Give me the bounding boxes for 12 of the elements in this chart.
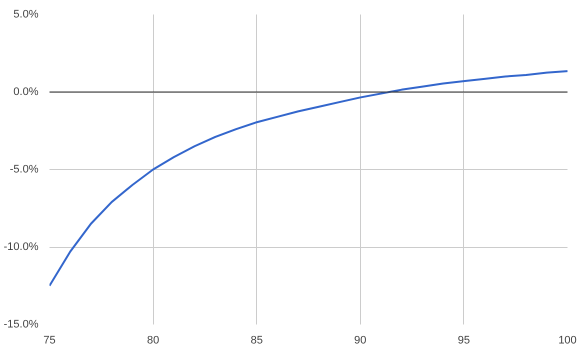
y-tick-label: 5.0%: [13, 8, 39, 20]
y-tick-label: -15.0%: [4, 318, 39, 330]
x-tick-label: 95: [458, 334, 470, 346]
x-tick-label: 80: [146, 334, 160, 346]
y-tick-label: -10.0%: [4, 241, 39, 253]
x-tick-label: 100: [558, 334, 577, 346]
x-tick-label: 85: [250, 334, 263, 346]
y-tick-label: 0.0%: [13, 86, 39, 98]
x-tick-label: 90: [354, 334, 366, 346]
x-tick-label: 75: [43, 334, 56, 346]
line-series: [50, 70, 568, 287]
y-tick-label: -5.0%: [10, 164, 39, 176]
